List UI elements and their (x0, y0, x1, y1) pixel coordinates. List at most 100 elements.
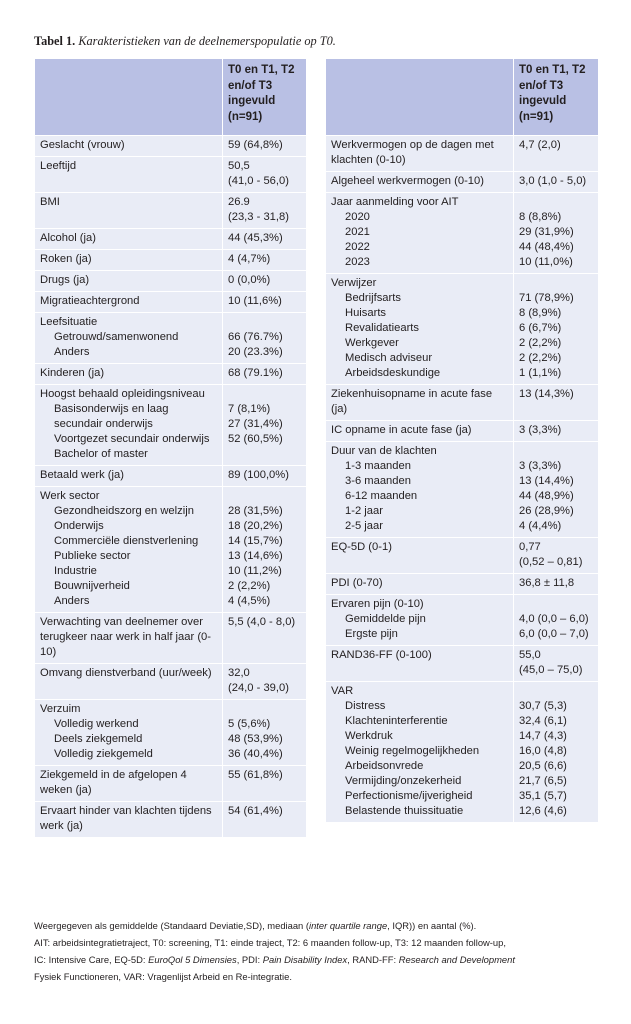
row-label: Ervaren pijn (0-10) (331, 598, 424, 610)
sub-label: Gezondheidszorg en welzijn (54, 505, 194, 517)
table-row: Leeftijd 50,5 (41,0 - 56,0) (34, 156, 307, 193)
row-label: Drugs (ja) (40, 274, 90, 286)
sub-value: 29 (31,9%) (519, 226, 574, 238)
header-group-label: T0 en T1, T2 en/of T3 ingevuld (n=91) (513, 58, 599, 136)
sub-value: 2 (2,2%) (519, 352, 562, 364)
row-value-cell: 13 (14,3%) (513, 384, 599, 421)
table-row: Jaar aanmelding voor AIT 2020 2021 2022 2023… (325, 192, 599, 274)
sub-value: 12,6 (4,6) (519, 805, 567, 817)
table-row: Betaald werk (ja) 89 (100,0%) (34, 465, 307, 487)
footnote-text: , IQR)) en aantal (%). (387, 920, 477, 931)
sub-value: 30,7 (5,3) (519, 700, 567, 712)
sub-label: 3-6 maanden (345, 475, 411, 487)
row-value: 59 (64,8%) (228, 139, 283, 151)
sub-label: Ergste pijn (345, 628, 398, 640)
sub-label: Onderwijs (54, 520, 104, 532)
sub-value: 7 (8,1%) (228, 403, 271, 415)
row-value-cell: 32,0 (24,0 - 39,0) (222, 663, 307, 700)
footnote-italic: inter quartile range (308, 920, 388, 931)
row-value-cell: 3 (3,3%) (513, 420, 599, 442)
sub-label: Voortgezet secundair onderwijs (54, 433, 210, 445)
sub-value: 14 (15,7%) (228, 535, 283, 547)
sub-value: 13 (14,6%) (228, 550, 283, 562)
table-row: IC opname in acute fase (ja) 3 (3,3%) (325, 420, 599, 442)
sub-value: 26 (28,9%) (519, 505, 574, 517)
sub-label: Medisch adviseur (345, 352, 433, 364)
row-label-cell: Betaald werk (ja) (34, 465, 223, 487)
sub-value: 8 (8,9%) (519, 307, 562, 319)
sub-value: 13 (14,4%) (519, 475, 574, 487)
row-label-cell: Hoogst behaald opleidingsniveau Basisonde… (34, 384, 223, 466)
table-header-row: T0 en T1, T2 en/of T3 ingevuld (n=91) (34, 58, 307, 136)
row-value-cell: 28 (31,5%) 18 (20,2%) 14 (15,7%) 13 (14,6%)… (222, 486, 307, 613)
sub-label: Gemiddelde pijn (345, 613, 426, 625)
row-label: EQ-5D (0-1) (331, 541, 392, 553)
row-value: 0,77 (519, 541, 541, 553)
header-empty-cell (325, 58, 514, 136)
row-label-cell: IC opname in acute fase (ja) (325, 420, 514, 442)
header-empty-cell (34, 58, 223, 136)
row-value-range: (41,0 - 56,0) (228, 175, 289, 187)
row-value-cell: 50,5 (41,0 - 56,0) (222, 156, 307, 193)
sub-label: Bachelor of master (54, 448, 148, 460)
row-label-cell: RAND36-FF (0-100) (325, 645, 514, 682)
sub-value: 28 (31,5%) (228, 505, 283, 517)
row-label: Roken (ja) (40, 253, 92, 265)
row-label: Betaald werk (ja) (40, 469, 124, 481)
sub-value: 32,4 (6,1) (519, 715, 567, 727)
sub-value: 44 (48,9%) (519, 490, 574, 502)
value-spacer (519, 444, 594, 459)
table-row: Verwijzer Bedrijfsarts Huisarts Revalidatie… (325, 273, 599, 385)
sub-value: 14,7 (4,3) (519, 730, 567, 742)
table-header-row: T0 en T1, T2 en/of T3 ingevuld (n=91) (325, 58, 599, 136)
header-group-label: T0 en T1, T2 en/of T3 ingevuld (n=91) (222, 58, 307, 136)
sub-label: 2-5 jaar (345, 520, 383, 532)
row-label-cell: Ziekgemeld in de afgelopen 4 weken (ja) (34, 765, 223, 802)
row-value: 55,0 (519, 649, 541, 661)
sub-value: 20 (23.3%) (228, 346, 283, 358)
sub-label: Volledig ziekgemeld (54, 748, 153, 760)
row-label: IC opname in acute fase (ja) (331, 424, 472, 436)
row-label: Ziekgemeld in de afgelopen 4 weken (ja) (40, 769, 187, 796)
sub-value: 16,0 (4,8) (519, 745, 567, 757)
table-row: Verwachting van deelnemer over terugkeer… (34, 612, 307, 664)
row-value: 32,0 (228, 667, 250, 679)
row-value: 26.9 (228, 196, 250, 208)
table-row: Werkvermogen op de dagen met klachten (0… (325, 135, 599, 172)
sub-label: 1-3 maanden (345, 460, 411, 472)
row-label-cell: Migratieachtergrond (34, 291, 223, 313)
value-spacer (228, 702, 302, 717)
row-value-cell: 4 (4,7%) (222, 249, 307, 271)
sub-value: 35,1 (5,7) (519, 790, 567, 802)
table-row: Alcohol (ja) 44 (45,3%) (34, 228, 307, 250)
row-label-cell: BMI (34, 192, 223, 229)
row-label: Verzuim (40, 703, 81, 715)
row-label-cell: Ervaren pijn (0-10) Gemiddelde pijn Ergste… (325, 594, 514, 646)
sub-value: 4 (4,5%) (228, 595, 271, 607)
row-value-cell: 3 (3,3%) 13 (14,4%) 44 (48,9%) 26 (28,9%) 4 … (513, 441, 599, 538)
value-spacer (228, 315, 302, 330)
sub-label: Volledig werkend (54, 718, 139, 730)
row-label-cell: Verwachting van deelnemer over terugkeer… (34, 612, 223, 664)
footnote-line: AIT: arbeidsintegratietraject, T0: scree… (34, 937, 506, 948)
sub-value: 8 (8,8%) (519, 211, 562, 223)
row-value-cell: 71 (78,9%) 8 (8,9%) 6 (6,7%) 2 (2,2%) 2 (2,2… (513, 273, 599, 385)
value-spacer (519, 597, 594, 612)
row-value-cell: 5 (5,6%) 48 (53,9%) 36 (40,4%) (222, 699, 307, 766)
row-value-cell: 5,5 (4,0 - 8,0) (222, 612, 307, 664)
footnote-italic: EuroQol 5 Dimensies (148, 954, 237, 965)
row-value-range: (24,0 - 39,0) (228, 682, 289, 694)
table-footnote: Weergegeven als gemiddelde (Standaard De… (34, 917, 614, 985)
row-label-cell: Jaar aanmelding voor AIT 2020 2021 2022 2023 (325, 192, 514, 274)
row-value-range: (45,0 – 75,0) (519, 664, 583, 676)
table-row: Verzuim Volledig werkend Deels ziekgemeld V… (34, 699, 307, 766)
sub-label: Anders (54, 346, 90, 358)
sub-label: Bouwnijverheid (54, 580, 130, 592)
row-label-cell: Leefsituatie Getrouwd/samenwonend Anders (34, 312, 223, 364)
row-label: VAR (331, 685, 354, 697)
row-value-cell: 0,77 (0,52 – 0,81) (513, 537, 599, 574)
sub-label: Perfectionisme/ijverigheid (345, 790, 473, 802)
sub-value: 4 (4,4%) (519, 520, 562, 532)
table-caption: Tabel 1. Karakteristieken van de deelnem… (34, 34, 336, 49)
sub-value: 2 (2,2%) (519, 337, 562, 349)
